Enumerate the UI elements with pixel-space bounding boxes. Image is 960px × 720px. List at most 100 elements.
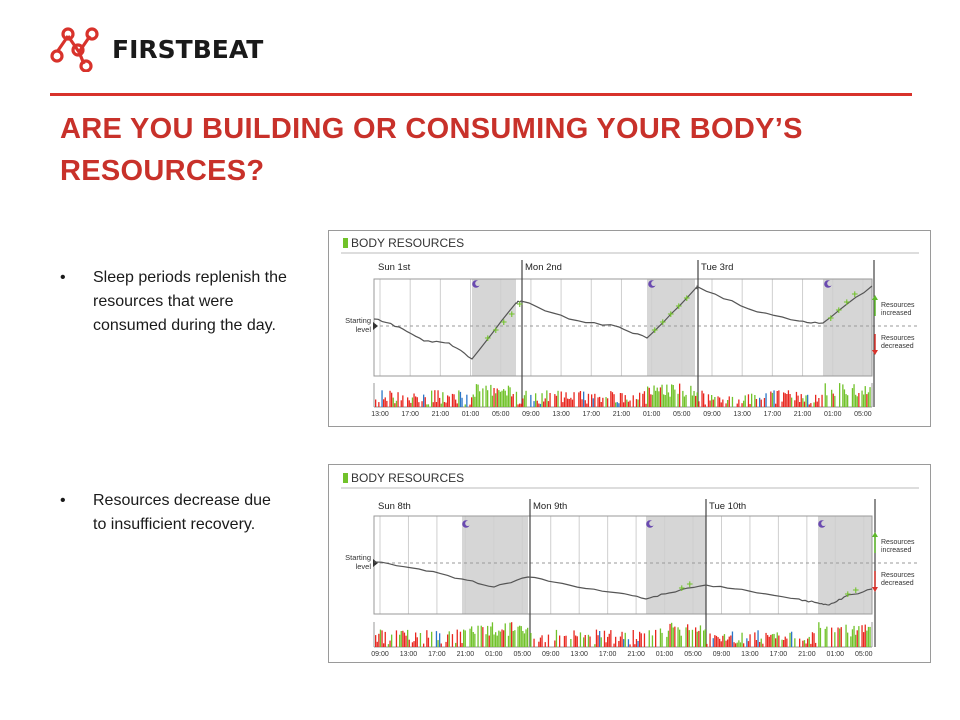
hrv-bar xyxy=(834,395,836,407)
hrv-bar xyxy=(522,398,524,407)
x-tick-label: 13:00 xyxy=(400,651,418,658)
hrv-bar xyxy=(847,395,849,407)
hrv-bar xyxy=(760,399,762,407)
arrow-down-head xyxy=(872,350,878,355)
hrv-bar xyxy=(407,629,409,647)
hrv-bar xyxy=(487,390,489,407)
legend-resources-increased: Resources increased xyxy=(881,302,915,317)
hrv-bar xyxy=(655,629,657,647)
hrv-bar xyxy=(807,638,809,647)
hrv-bar xyxy=(567,398,569,407)
hrv-bar xyxy=(427,404,430,407)
hrv-bar xyxy=(656,387,658,407)
hrv-bar xyxy=(643,633,646,647)
hrv-bar xyxy=(749,634,751,647)
hrv-bar xyxy=(591,394,593,407)
hrv-bar xyxy=(509,387,511,407)
hrv-bar xyxy=(378,633,380,647)
hrv-bar xyxy=(411,397,414,407)
hrv-bar xyxy=(869,387,871,407)
hrv-bar xyxy=(802,398,804,407)
hrv-bar xyxy=(530,394,532,407)
recovery-plus-icon: + xyxy=(667,310,675,320)
x-tick-label: 13:00 xyxy=(570,651,588,658)
hrv-bar xyxy=(562,402,564,407)
hrv-bar xyxy=(603,630,606,647)
page-title: ARE YOU BUILDING OR CONSUMING YOUR BODY’… xyxy=(60,113,803,187)
hrv-bar xyxy=(850,636,852,647)
hrv-bar xyxy=(805,395,807,407)
hrv-bar xyxy=(717,396,719,407)
hrv-bar xyxy=(674,626,676,647)
hrv-bar xyxy=(824,383,826,407)
hrv-bar xyxy=(431,390,433,407)
hrv-bar xyxy=(471,626,473,647)
recovery-plus-icon: + xyxy=(852,586,860,596)
hrv-bar xyxy=(469,628,471,647)
hrv-bar xyxy=(648,387,650,407)
hrv-bar xyxy=(643,391,646,407)
recovery-plus-icon: + xyxy=(686,580,694,590)
hrv-bar xyxy=(490,384,492,407)
recovery-plus-icon: + xyxy=(835,306,843,316)
hrv-bar xyxy=(610,391,612,407)
hrv-bar xyxy=(447,395,449,407)
hrv-bar xyxy=(536,400,538,407)
hrv-bar xyxy=(624,395,626,407)
hrv-bar xyxy=(576,636,578,647)
hrv-bar xyxy=(437,390,439,407)
hrv-bar xyxy=(504,390,506,407)
hrv-bar xyxy=(751,393,753,407)
hrv-bar xyxy=(837,627,839,647)
hrv-bar xyxy=(711,395,713,407)
chart-header: BODY RESOURCES xyxy=(341,471,919,489)
hrv-bar xyxy=(754,395,756,407)
hrv-bar xyxy=(687,624,689,647)
hrv-bar xyxy=(442,392,444,407)
hrv-bar xyxy=(856,396,858,407)
hrv-bar xyxy=(834,632,836,647)
hrv-bar xyxy=(725,640,727,647)
hrv-bar xyxy=(650,394,652,407)
hrv-bar xyxy=(375,635,377,647)
hrv-bar xyxy=(715,635,718,647)
hrv-bar xyxy=(375,399,377,407)
hrv-bar xyxy=(682,390,684,407)
hrv-bar xyxy=(666,384,668,407)
brand-name: FIRSTBEAT xyxy=(112,34,264,64)
hrv-bar xyxy=(741,632,743,647)
hrv-bar xyxy=(477,384,479,407)
hrv-bar xyxy=(664,395,666,407)
hrv-bar xyxy=(586,403,588,407)
hrv-bar xyxy=(797,395,799,407)
hrv-bar xyxy=(474,633,476,647)
hrv-bar xyxy=(800,394,802,407)
hrv-bar xyxy=(394,403,396,407)
sleep-period-shade xyxy=(646,516,706,614)
hrv-bar xyxy=(661,632,663,647)
hrv-bar xyxy=(525,390,527,407)
hrv-bar xyxy=(760,638,762,647)
hrv-bar xyxy=(514,630,516,647)
hrv-bar xyxy=(563,636,566,647)
sleep-moon-cutout xyxy=(821,520,827,526)
recovery-plus-icon: + xyxy=(500,318,508,328)
hrv-bar xyxy=(805,643,807,647)
hrv-bar xyxy=(568,399,570,407)
hrv-bar xyxy=(485,634,487,647)
sleep-moon-cutout xyxy=(827,280,833,286)
hrv-bar xyxy=(530,633,532,647)
hrv-bar xyxy=(477,625,479,647)
hrv-bar xyxy=(714,397,716,407)
hrv-bar xyxy=(491,395,494,407)
hrv-bar xyxy=(712,399,714,407)
hrv-bar xyxy=(802,640,804,647)
hrv-bar xyxy=(863,394,865,407)
x-tick-label: 13:00 xyxy=(371,411,389,418)
hrv-bar xyxy=(765,393,767,407)
hrv-bar xyxy=(826,626,828,647)
hrv-bar xyxy=(504,623,506,647)
hrv-bar xyxy=(525,629,527,647)
hrv-bar xyxy=(387,644,390,647)
hrv-bar xyxy=(440,643,442,647)
